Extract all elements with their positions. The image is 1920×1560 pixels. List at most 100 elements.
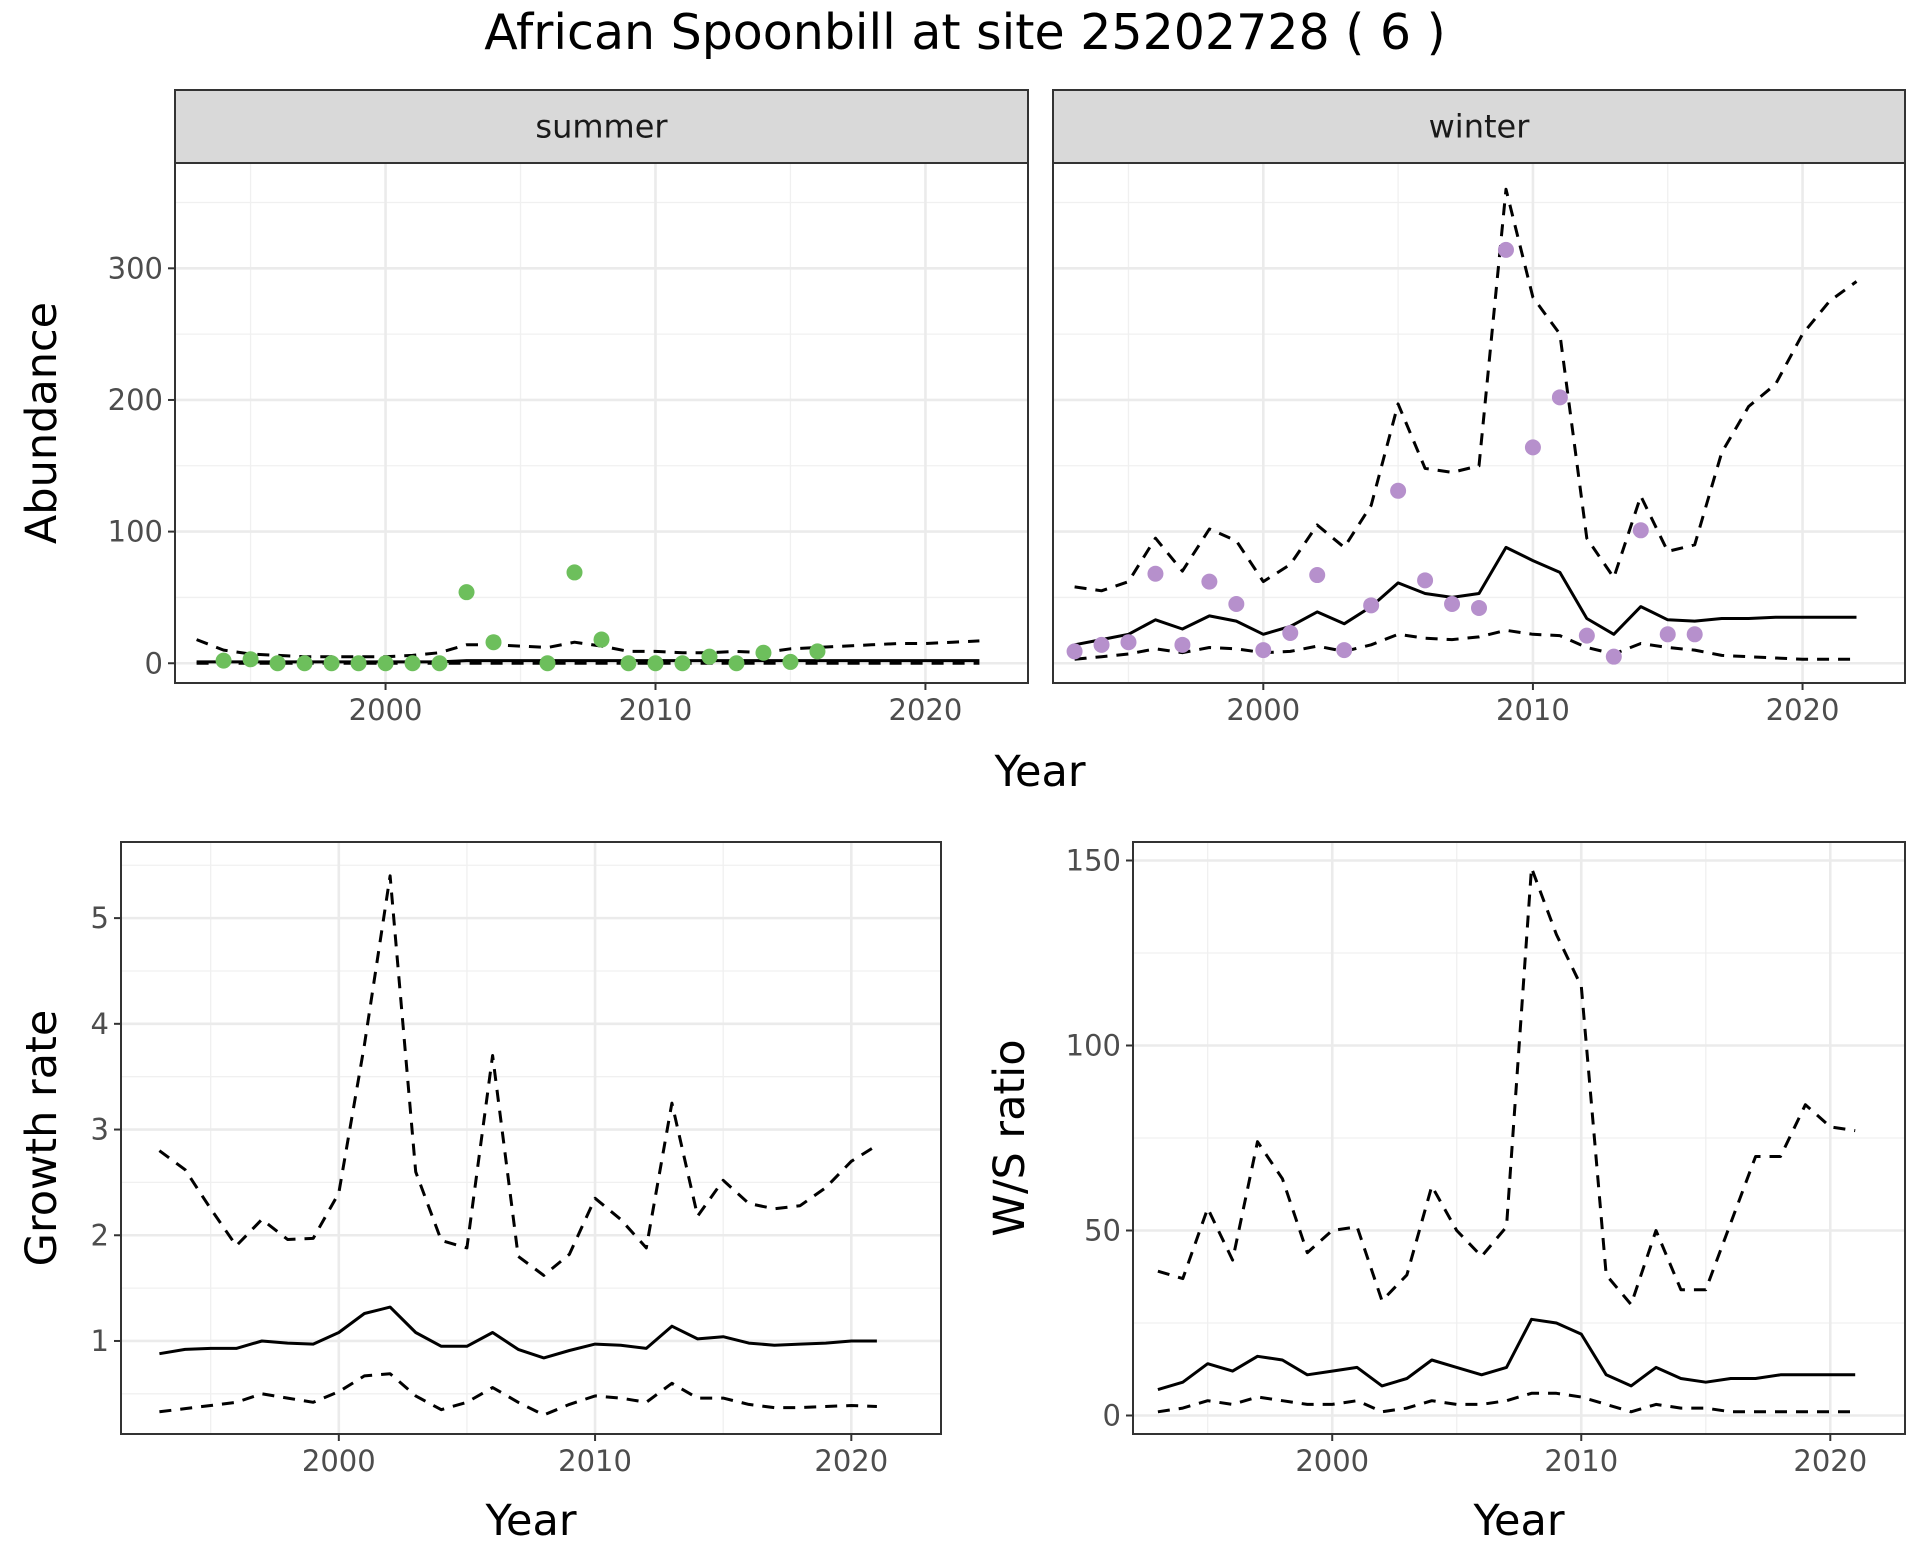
y-tick-label: 50	[1084, 1214, 1121, 1248]
series-line-median	[1074, 545, 1857, 647]
data-point	[1444, 596, 1461, 613]
y-tick-label: 4	[91, 1007, 109, 1041]
data-point	[701, 648, 718, 665]
facet-strip	[1052, 89, 1906, 164]
facet-strip-label: summer	[535, 108, 668, 146]
y-tick-label: 5	[91, 901, 109, 935]
x-tick-label: 2020	[1766, 693, 1840, 727]
y-axis-title: W/S ratio	[985, 1039, 1035, 1236]
x-tick-label: 2020	[814, 1444, 888, 1478]
x-tick-label: 2010	[1496, 693, 1570, 727]
x-tick-label: 2000	[302, 1444, 376, 1478]
data-point	[1390, 482, 1407, 499]
data-point	[1309, 567, 1326, 584]
series-line-median	[159, 1305, 877, 1360]
data-point	[1120, 634, 1137, 651]
data-point	[269, 655, 286, 672]
data-point	[539, 655, 556, 672]
data-point	[1336, 642, 1353, 659]
y-tick-label: 0	[145, 646, 163, 680]
data-point	[296, 655, 313, 672]
data-point	[620, 655, 637, 672]
data-point	[782, 653, 799, 670]
data-point	[431, 655, 448, 672]
data-point	[1551, 389, 1568, 406]
data-point	[1578, 627, 1595, 644]
x-tick-label: 2000	[349, 693, 423, 727]
data-point	[242, 651, 259, 668]
data-point	[728, 655, 745, 672]
panel-winter: winter 2000 2010 2020	[1052, 89, 1906, 727]
data-point	[1632, 522, 1649, 539]
x-tick-label: 2010	[1544, 1444, 1618, 1478]
x-tick-label: 2010	[558, 1444, 632, 1478]
plot-background	[1053, 163, 1905, 683]
y-axis-title: Abundance	[17, 302, 67, 544]
data-point	[1228, 596, 1245, 613]
data-point	[1605, 648, 1622, 665]
data-point	[485, 634, 502, 651]
data-point	[1471, 599, 1487, 616]
data-point	[1659, 626, 1676, 643]
plot-background	[121, 842, 941, 1434]
panel-growth-rate: 2000 2010 2020 1 2 3 4 5 Growth rate Year	[17, 841, 942, 1546]
x-tick-label: 2020	[1793, 1444, 1867, 1478]
y-tick-label: 100	[1066, 1029, 1121, 1063]
data-point	[566, 564, 583, 581]
data-point	[593, 631, 610, 648]
series-line-bound-1	[1157, 866, 1856, 1306]
data-point	[323, 655, 340, 672]
data-point	[1147, 565, 1164, 582]
data-point	[755, 644, 772, 661]
data-point	[458, 584, 475, 601]
chart-title: African Spoonbill at site 25202728 ( 6 )	[484, 4, 1446, 61]
data-point	[215, 652, 232, 669]
data-point	[1066, 643, 1083, 660]
y-tick-label: 200	[108, 383, 163, 417]
y-tick-label: 150	[1066, 844, 1121, 878]
x-tick-label: 2000	[1226, 693, 1300, 727]
y-tick-label: 100	[108, 515, 163, 549]
series-line-bound-2	[1157, 1391, 1856, 1414]
data-point	[1363, 597, 1380, 614]
y-tick-label: 0	[1103, 1399, 1121, 1433]
x-tick-label: 2000	[1295, 1444, 1369, 1478]
series-line-median	[1157, 1317, 1856, 1392]
series-line-bound-2	[1074, 628, 1857, 661]
x-tick-label: 2020	[889, 693, 963, 727]
abundance-x-axis-title: Year	[993, 747, 1085, 797]
plot-border	[1132, 841, 1906, 1435]
y-tick-label: 300	[108, 251, 163, 285]
data-point	[404, 655, 421, 672]
data-point	[1497, 241, 1514, 258]
series-line-median	[196, 659, 980, 664]
panel-ws-ratio: 2000 2010 2020 0 50 100 150 W/S ratio Year	[985, 841, 1906, 1546]
y-axis-title: Growth rate	[17, 1010, 67, 1267]
data-point	[1282, 624, 1299, 641]
data-point	[1093, 636, 1110, 653]
series-line-bound-1	[1074, 187, 1858, 593]
data-point	[350, 655, 367, 672]
panel-summer: summer 2000 2010 2020 0 100 200 300 Abundance	[17, 89, 1029, 727]
x-axis-title: Year	[484, 1496, 576, 1546]
y-tick-label: 2	[91, 1218, 109, 1252]
data-point	[1174, 636, 1191, 653]
data-point	[647, 655, 664, 672]
y-tick-label: 1	[91, 1324, 109, 1358]
y-tick-label: 3	[91, 1113, 109, 1147]
series-line-bound-1	[158, 874, 878, 1277]
facet-strip	[174, 89, 1029, 164]
data-point	[1255, 642, 1272, 659]
plot-border	[120, 841, 942, 1435]
data-point	[377, 655, 394, 672]
data-point	[1417, 572, 1434, 589]
data-point	[809, 643, 826, 660]
facet-strip-label: winter	[1429, 108, 1531, 146]
data-point	[1201, 573, 1218, 590]
x-axis-title: Year	[1472, 1496, 1564, 1546]
plot-background	[175, 163, 1028, 683]
data-point	[674, 655, 691, 672]
data-point	[1686, 626, 1703, 643]
data-point	[1524, 439, 1541, 456]
